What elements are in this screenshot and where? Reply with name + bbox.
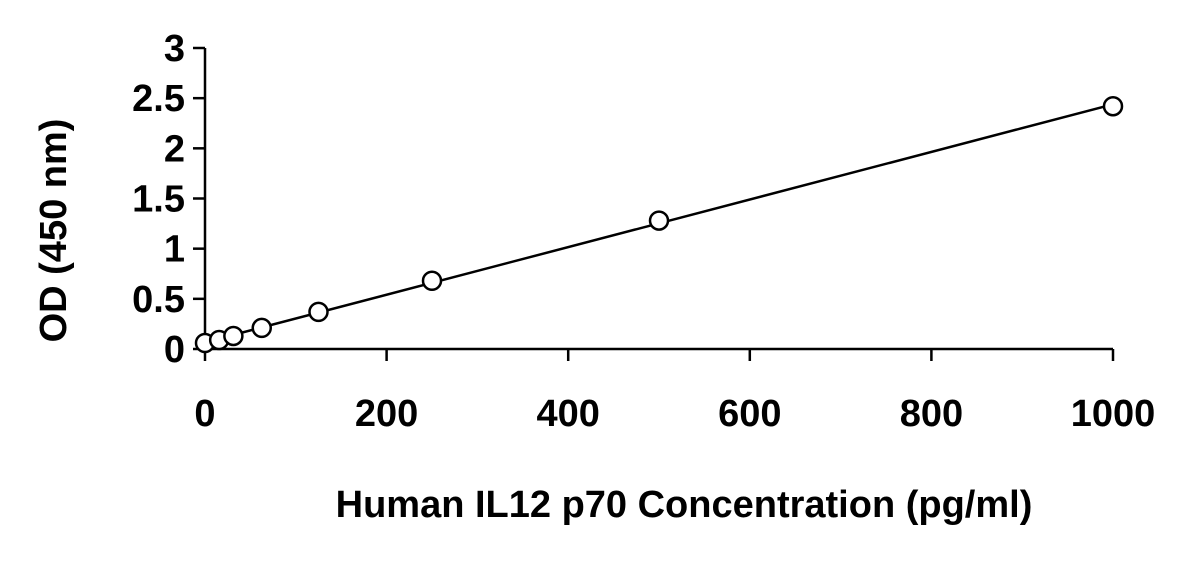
data-point xyxy=(223,325,244,347)
x-tick-label: 200 xyxy=(355,393,418,435)
y-axis-title: OD (450 nm) xyxy=(33,119,75,343)
y-tick-label: 2 xyxy=(164,128,185,170)
labels: 0 0.5 1 1.5 2 2.5 3 0 200 400 600 800 1000 Human IL12… xyxy=(33,28,1155,526)
data-point xyxy=(308,301,329,323)
x-tick-label: 0 xyxy=(194,393,215,435)
data-points xyxy=(194,95,1124,354)
x-tick-label: 600 xyxy=(718,393,781,435)
x-tick-label: 400 xyxy=(536,393,599,435)
x-tick-label: 800 xyxy=(900,393,963,435)
y-tick-label: 1.5 xyxy=(132,179,185,221)
y-tick-label: 1 xyxy=(164,229,185,271)
data-point xyxy=(648,210,670,231)
y-tick-label: 0 xyxy=(164,329,185,371)
y-tick-label: 2.5 xyxy=(132,78,185,120)
axes xyxy=(193,46,1115,361)
data-point xyxy=(421,270,443,292)
data-point xyxy=(1102,95,1124,117)
x-tick-label: 1000 xyxy=(1071,393,1156,435)
data-point xyxy=(251,317,272,339)
y-tick-label: 3 xyxy=(164,28,185,70)
x-axis-title: Human IL12 p70 Concentration (pg/ml) xyxy=(336,484,1033,526)
y-tick-label: 0.5 xyxy=(132,279,185,321)
